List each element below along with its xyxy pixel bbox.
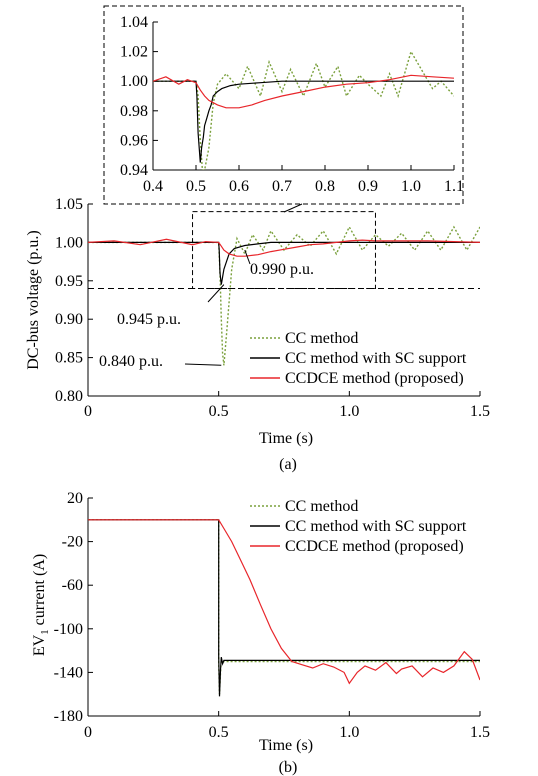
y-tick-label: -100: [54, 621, 83, 638]
annotation-0840: 0.840 p.u.: [99, 353, 163, 370]
legend-label: CC method with SC support: [285, 518, 467, 535]
x-tick-label: 1.0: [401, 178, 421, 195]
x-tick-label: 0.5: [209, 724, 229, 741]
current-chart: EV1 current (A) Time (s) (b) 0 0.5 1.0 1.5 2…: [31, 490, 490, 776]
y-tick-label: 1.05: [55, 196, 83, 213]
series-group: [153, 49, 454, 170]
legend-label: CC method: [285, 330, 358, 347]
y-tick-label: 0.80: [55, 388, 83, 405]
y-tick-label: 0.94: [120, 162, 148, 179]
x-tick-label: 1.5: [470, 403, 490, 420]
annotation-0945: 0.945 p.u.: [117, 311, 181, 328]
x-tick-label: 0: [84, 724, 92, 741]
legend-label: CCDCE method (proposed): [285, 538, 464, 555]
legend-label: CCDCE method (proposed): [285, 370, 464, 387]
y-tick-label: 0.95: [55, 273, 83, 290]
x-tick-label: 0.7: [272, 178, 292, 195]
y-tick-label: -60: [62, 577, 83, 594]
x-tick-label: 0.5: [186, 178, 206, 195]
zoom-connector: [283, 203, 303, 213]
x-tick-label: 0.5: [209, 403, 229, 420]
annotation-0990: 0.990 p.u.: [250, 261, 314, 278]
series-line-2: [88, 519, 480, 697]
x-tick-label: 1.0: [339, 403, 359, 420]
y-tick-label: 0.85: [55, 350, 83, 367]
y-tick-label: 1.04: [120, 14, 148, 31]
y-tick-label: -20: [62, 534, 83, 551]
voltage-chart-panel-label: (a): [279, 456, 297, 473]
series-line-3: [88, 238, 480, 257]
series-line-3: [88, 519, 480, 685]
current-chart-x-label: Time (s): [259, 737, 313, 754]
voltage-chart: DC-bus voltage (p.u.) Time (s) (a) 0 0.5 1…: [25, 196, 490, 473]
y-tick-label: 1.00: [55, 234, 83, 251]
legend-label: CC method: [285, 498, 358, 515]
x-tick-label: 1.5: [470, 724, 490, 741]
series-line-1: [88, 225, 480, 366]
annotation-leader: [244, 249, 251, 265]
inset-frame: [103, 5, 464, 205]
series-group: [88, 519, 480, 697]
x-tick-label: 0.8: [315, 178, 335, 195]
y-tick-label: 20: [67, 490, 83, 507]
voltage-zoom-inset: 0.4 0.5 0.6 0.7 0.8 0.9 1.0 1.1 0.94 0.96 0.98 1.00…: [103, 5, 464, 213]
x-tick-label: 0: [84, 403, 92, 420]
series-line-3: [153, 74, 454, 109]
x-tick-label: 0.4: [143, 178, 163, 195]
y-tick-label: 0.98: [120, 103, 148, 120]
voltage-chart-x-label: Time (s): [259, 430, 313, 447]
y-tick-label: 0.90: [55, 311, 83, 328]
y-tick-label: -140: [54, 664, 83, 681]
annotation-leader: [207, 284, 225, 303]
current-chart-y-label: EV1 current (A): [31, 554, 51, 656]
x-tick-label: 0.6: [229, 178, 249, 195]
y-tick-label: 1.02: [120, 44, 148, 61]
legend-label: CC method with SC support: [285, 350, 467, 367]
x-tick-label: 0.9: [358, 178, 378, 195]
series-group: [88, 225, 480, 366]
x-tick-label: 1.1: [444, 178, 464, 195]
voltage-chart-y-label: DC-bus voltage (p.u.): [25, 230, 42, 370]
x-tick-label: 1.0: [339, 724, 359, 741]
y-tick-label: 1.00: [120, 73, 148, 90]
series-line-2: [153, 80, 454, 163]
current-chart-panel-label: (b): [279, 759, 298, 776]
annotation-leader: [184, 363, 222, 366]
y-tick-label: -180: [54, 708, 83, 725]
y-tick-label: 0.96: [120, 132, 148, 149]
